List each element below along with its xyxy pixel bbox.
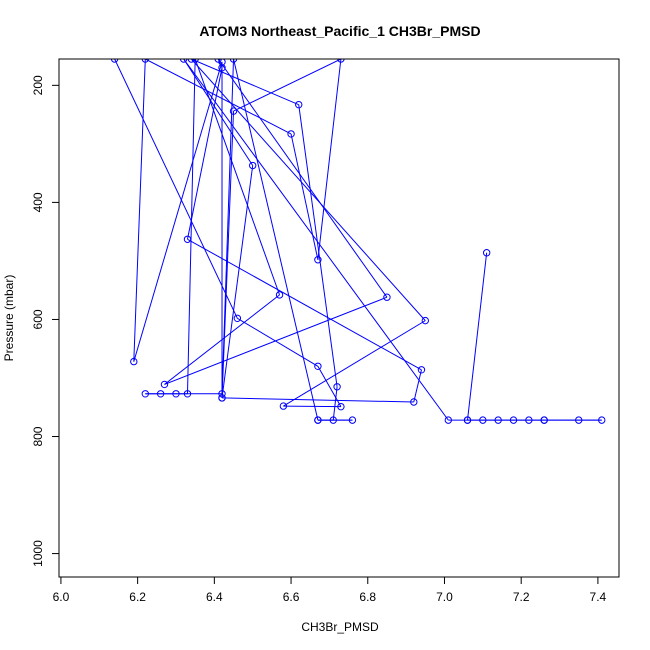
x-tick-label: 6.4 (206, 590, 223, 604)
series-line-segment (183, 59, 449, 421)
data-point (314, 362, 322, 370)
data-point (218, 390, 226, 398)
series-line-segment (237, 317, 319, 367)
data-point (110, 59, 119, 63)
series-line-segment (233, 59, 342, 112)
data-point (598, 416, 606, 424)
y-axis: 200 400 600 800 1000 (31, 75, 60, 567)
data-point (348, 416, 357, 424)
data-point (575, 416, 583, 424)
series-line-segment (191, 59, 299, 106)
data-point (540, 416, 548, 424)
series-line-segment (298, 104, 338, 387)
data-point (337, 402, 345, 411)
data-point (218, 59, 226, 66)
data-point (509, 416, 518, 424)
data-point (337, 59, 345, 63)
series-line-segment (283, 405, 341, 408)
x-tick-label: 6.2 (129, 590, 146, 604)
data-point (482, 249, 491, 257)
data-point (214, 59, 222, 63)
series-line-segment (145, 59, 292, 135)
series-line-segment (332, 386, 338, 421)
y-tick-label: 800 (31, 426, 45, 446)
x-tick-label: 6.6 (283, 590, 300, 604)
series-line-segment (222, 397, 414, 403)
data-point (287, 130, 295, 138)
chart-title: ATOM3 Northeast_Pacific_1 CH3Br_PMSD (199, 23, 480, 39)
data-point (130, 357, 138, 366)
data-point (191, 59, 199, 63)
data-point (248, 161, 257, 170)
x-axis-label: CH3Br_PMSD (301, 620, 379, 634)
series-line-segment (221, 165, 254, 398)
series-line-segment (186, 59, 196, 394)
data-point (444, 416, 453, 424)
x-tick-label: 6.0 (53, 590, 70, 604)
y-tick-label: 200 (31, 75, 45, 95)
series-line-segment (133, 61, 223, 362)
data-point (183, 390, 192, 398)
data-point (410, 398, 418, 406)
y-tick-label: 600 (31, 309, 45, 329)
data-point (463, 416, 472, 424)
data-point (329, 416, 337, 424)
series-line-segment (133, 59, 146, 362)
data-point (295, 100, 303, 109)
x-tick-label: 7.4 (590, 590, 607, 604)
data-point (417, 366, 426, 374)
x-tick-label: 7.2 (513, 590, 530, 604)
x-axis: 6.0 6.2 6.4 6.6 6.8 7.0 7.2 7.4 (53, 576, 607, 604)
x-tick-label: 7.0 (436, 590, 453, 604)
data-point (333, 383, 341, 391)
data-point (141, 59, 150, 63)
data-point (383, 293, 391, 301)
series-line-segment (164, 296, 388, 385)
data-point (218, 64, 226, 72)
y-tick-label: 1000 (31, 540, 45, 567)
data-layer (110, 59, 606, 424)
data-point (141, 390, 150, 398)
data-point (229, 107, 238, 115)
data-point (160, 380, 169, 389)
series-line-segment (221, 111, 235, 398)
data-point (218, 394, 226, 402)
data-point (479, 416, 487, 424)
data-point (314, 416, 322, 424)
series-line-segment (114, 59, 238, 319)
series-line-segment (290, 133, 319, 260)
series-line-segment (217, 59, 388, 298)
data-point (314, 256, 322, 264)
data-point (156, 390, 165, 398)
series-line-segment (187, 238, 422, 371)
series-line-segment (183, 59, 254, 166)
data-point (172, 390, 180, 398)
y-axis-label: Pressure (mbar) (2, 275, 16, 362)
data-point (525, 416, 533, 424)
data-point (187, 59, 196, 63)
data-point (229, 59, 238, 63)
series-line-segment (233, 59, 319, 421)
series-line-segment (187, 67, 223, 240)
series-line-segment (317, 59, 342, 260)
series-line-segment (466, 252, 488, 421)
data-point (275, 291, 284, 299)
data-point (494, 416, 502, 424)
data-point (421, 316, 430, 325)
data-point (233, 314, 242, 322)
series-line-segment (413, 369, 422, 403)
data-point (183, 235, 192, 243)
x-tick-label: 6.8 (359, 590, 376, 604)
data-point (179, 59, 188, 63)
series-line-segment (283, 320, 426, 407)
y-tick-label: 400 (31, 192, 45, 212)
data-point (279, 402, 288, 410)
